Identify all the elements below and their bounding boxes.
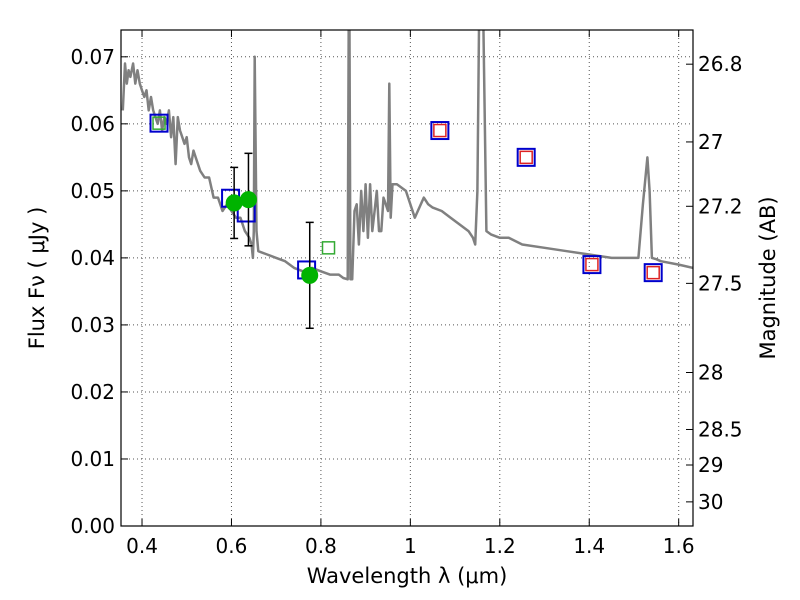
- y-tick-label: 0.07: [70, 45, 115, 69]
- x-tick-label: 1: [404, 534, 417, 558]
- photometry-marker-square: [646, 265, 660, 280]
- right-tick-label: 27.2: [698, 194, 743, 218]
- model-filter-square: [582, 255, 602, 275]
- x-tick-label: 1.2: [484, 534, 516, 558]
- x-tick-label: 1.6: [663, 534, 695, 558]
- tick-layer: 0.4 0.6 0.8 1 1.2 1.4 1.6 0.00 0.01 0.02 0.03 0.04 0…: [70, 30, 743, 558]
- y-tick-label: 0.06: [70, 112, 115, 136]
- x-tick-label: 0.4: [126, 534, 158, 558]
- plot-area: [121, 30, 693, 330]
- right-tick-label: 27: [698, 130, 723, 154]
- plot-series-group: [121, 30, 693, 330]
- model-filter-square: [643, 263, 663, 283]
- plot-frame: [120, 29, 694, 527]
- model-filter-square: [430, 121, 450, 141]
- right-tick-label: 29: [698, 453, 723, 477]
- y-axis-right-label: Magnitude (AB): [756, 196, 780, 359]
- y-tick-label: 0.00: [70, 514, 115, 538]
- photometry-marker-square: [585, 257, 599, 272]
- x-tick-label: 1.4: [573, 534, 605, 558]
- photometry-marker-square: [433, 123, 447, 138]
- x-tick-label: 0.6: [216, 534, 248, 558]
- right-tick-label: 27.5: [698, 271, 743, 295]
- right-tick-label: 26.8: [698, 52, 743, 76]
- sed-model-line: [121, 30, 693, 281]
- model-filter-square: [516, 147, 536, 167]
- y-axis-label: Flux Fν ( μJy ): [25, 207, 49, 350]
- observed-point: [301, 266, 319, 284]
- photometry-marker-square: [321, 241, 336, 255]
- grid-layer: [121, 30, 693, 526]
- y-tick-label: 0.05: [70, 179, 115, 203]
- right-tick-label: 28.5: [698, 417, 743, 441]
- photometry-marker-square: [152, 116, 166, 130]
- photometry-marker-square: [519, 150, 533, 165]
- y-tick-label: 0.04: [70, 246, 115, 270]
- observed-point: [225, 194, 243, 212]
- x-axis-label: Wavelength λ (μm): [307, 564, 508, 588]
- y-tick-label: 0.02: [70, 380, 115, 404]
- model-filter-square: [149, 113, 169, 133]
- right-tick-label: 30: [698, 490, 723, 514]
- observed-point: [239, 191, 257, 209]
- y-tick-label: 0.03: [70, 313, 115, 337]
- right-tick-label: 28: [698, 361, 723, 385]
- y-tick-label: 0.01: [70, 447, 115, 471]
- x-tick-label: 0.8: [305, 534, 337, 558]
